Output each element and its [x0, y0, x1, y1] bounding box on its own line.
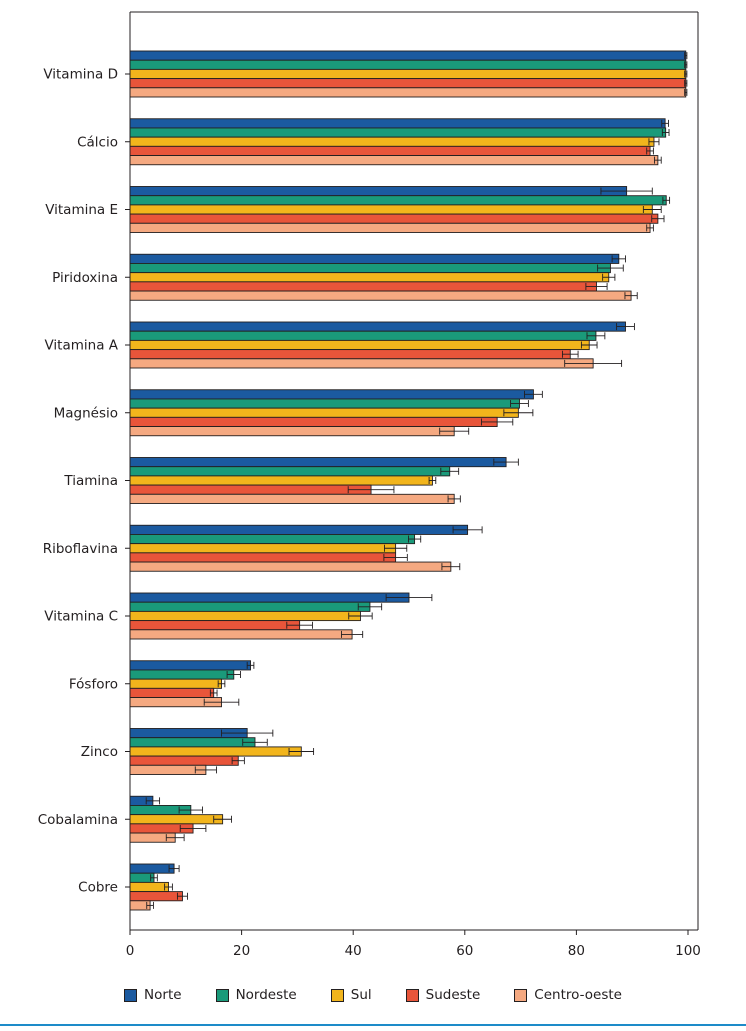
bar-calcio-sudeste	[129, 145, 651, 157]
legend-item-sul: Sul	[330, 987, 372, 1003]
legend-item-centro-oeste: Centro-oeste	[514, 987, 622, 1003]
category-label-vitamina-c: Vitamina C	[44, 609, 118, 625]
legend-swatch-norte	[124, 988, 138, 1002]
category-label-cobalamina: Cobalamina	[38, 812, 118, 828]
bar-piridoxina-sul	[129, 272, 610, 283]
x-tick-label-0: 0	[126, 943, 135, 959]
category-label-cobre: Cobre	[78, 880, 118, 896]
bar-calcio-nordeste	[129, 127, 667, 138]
x-tick-label-100: 100	[675, 943, 701, 959]
legend-label-sul: Sul	[350, 987, 372, 1003]
category-label-vitamina-e: Vitamina E	[45, 202, 118, 218]
category-label-zinco: Zinco	[81, 744, 118, 760]
bar-vitamina-e-sul	[129, 204, 653, 215]
category-label-calcio: Cálcio	[77, 134, 118, 150]
bar-riboflavina-norte	[129, 524, 469, 535]
bar-tiamina-centro-oeste	[129, 493, 455, 504]
bar-cobre-norte	[129, 863, 175, 874]
bar-piridoxina-sudeste	[129, 281, 597, 292]
legend-label-centro-oeste: Centro-oeste	[534, 987, 622, 1003]
bar-fosforo-sudeste	[129, 687, 215, 698]
bar-tiamina-norte	[129, 457, 507, 468]
bar-vitamina-c-sudeste	[129, 620, 301, 631]
category-label-riboflavina: Riboflavina	[43, 541, 118, 557]
category-label-piridoxina: Piridoxina	[52, 270, 118, 286]
bar-zinco-sudeste	[129, 755, 239, 766]
bar-zinco-sul	[129, 746, 302, 757]
legend-item-sudeste: Sudeste	[405, 987, 481, 1003]
legend-swatch-sudeste	[405, 988, 419, 1002]
bar-riboflavina-nordeste	[129, 534, 416, 545]
bar-tiamina-sul	[129, 475, 433, 486]
bar-cobre-sudeste	[129, 891, 183, 902]
bar-vitamina-a-nordeste	[129, 330, 597, 341]
legend-swatch-nordeste	[215, 988, 229, 1002]
bar-vitamina-c-centro-oeste	[129, 629, 353, 640]
bottom-divider	[0, 1024, 746, 1026]
x-tick-label-40: 40	[345, 943, 362, 959]
bar-vitamina-d-norte	[129, 50, 687, 61]
bar-piridoxina-nordeste	[129, 263, 611, 274]
category-label-tiamina: Tiamina	[63, 473, 118, 489]
bar-calcio-sul	[129, 136, 655, 147]
bar-zinco-nordeste	[129, 737, 256, 748]
legend: Norte Nordeste Sul Sudeste Centro-oeste	[0, 984, 746, 1006]
bar-vitamina-a-sul	[129, 339, 590, 351]
bar-vitamina-c-nordeste	[129, 601, 371, 612]
legend-swatch-centro-oeste	[514, 988, 528, 1002]
bar-magnesio-sul	[129, 407, 519, 418]
bar-tiamina-sudeste	[129, 484, 372, 495]
x-tick-label-60: 60	[456, 943, 473, 959]
bar-calcio-norte	[129, 118, 666, 129]
bar-riboflavina-sul	[129, 543, 397, 554]
bar-fosforo-norte	[129, 660, 251, 671]
bar-vitamina-a-norte	[129, 321, 626, 332]
bar-vitamina-d-nordeste	[129, 59, 687, 70]
bar-chart: Vitamina D Cálcio Vitamina E Piridoxina Vita…	[38, 11, 701, 959]
bar-vitamina-e-sudeste	[129, 213, 659, 224]
bar-fosforo-nordeste	[129, 669, 235, 680]
bar-piridoxina-norte	[129, 253, 620, 264]
bar-magnesio-sudeste	[129, 416, 498, 428]
bar-riboflavina-centro-oeste	[129, 561, 452, 572]
bar-vitamina-c-sul	[129, 610, 361, 622]
legend-label-norte: Norte	[144, 987, 182, 1003]
bar-magnesio-centro-oeste	[129, 426, 455, 437]
bar-vitamina-a-sudeste	[129, 349, 571, 360]
x-tick-label-80: 80	[568, 943, 585, 959]
bar-cobalamina-sul	[129, 814, 224, 825]
category-label-vitamina-a: Vitamina A	[44, 338, 118, 354]
legend-label-nordeste: Nordeste	[235, 987, 297, 1003]
bar-vitamina-c-norte	[129, 592, 410, 603]
legend-item-norte: Norte	[124, 987, 182, 1003]
bar-tiamina-nordeste	[129, 466, 451, 477]
legend-swatch-sul	[330, 988, 344, 1002]
bar-piridoxina-centro-oeste	[129, 290, 632, 301]
category-label-magnesio: Magnésio	[54, 405, 118, 421]
x-tick-label-20: 20	[233, 943, 250, 959]
bar-cobre-sul	[129, 881, 169, 893]
bar-fosforo-sul	[129, 678, 222, 689]
category-label-fosforo: Fósforo	[69, 676, 118, 692]
bar-vitamina-d-sul	[129, 68, 687, 80]
bar-magnesio-nordeste	[129, 398, 520, 409]
legend-item-nordeste: Nordeste	[215, 987, 297, 1003]
bar-vitamina-e-nordeste	[129, 195, 667, 206]
bar-calcio-centro-oeste	[129, 155, 659, 166]
bar-vitamina-e-norte	[129, 186, 628, 197]
bar-vitamina-e-centro-oeste	[129, 222, 651, 233]
bar-riboflavina-sudeste	[129, 552, 397, 563]
bar-vitamina-d-centro-oeste	[129, 87, 687, 98]
bar-vitamina-d-sudeste	[129, 78, 687, 89]
bar-zinco-centro-oeste	[129, 764, 207, 775]
category-label-vitamina-d: Vitamina D	[43, 67, 118, 83]
legend-label-sudeste: Sudeste	[425, 987, 481, 1003]
bar-magnesio-norte	[129, 389, 534, 400]
bar-vitamina-a-centro-oeste	[129, 358, 594, 369]
